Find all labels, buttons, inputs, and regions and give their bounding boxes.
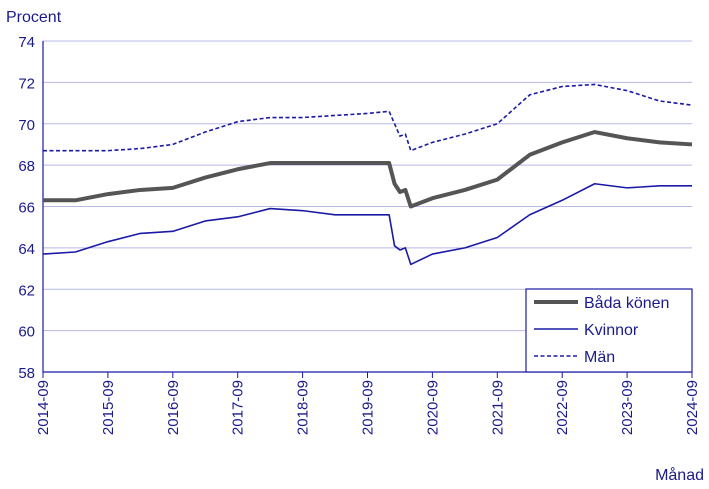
x-tick-label: 2015-09: [100, 380, 117, 435]
series-line-1: [42, 182, 692, 266]
x-tick-label: 2023-09: [619, 380, 636, 435]
legend-label: Båda könen: [584, 294, 669, 312]
x-axis-ticks: 2014-09 2015-09 2016-09 2017-09 2018-09 2019-…: [35, 41, 701, 435]
x-tick-label: 2018-09: [295, 380, 312, 435]
y-tick-label: 66: [18, 200, 35, 217]
y-tick-label: 68: [18, 158, 35, 175]
grid-lines: [43, 40, 692, 373]
y-axis-ticks: 58 60 62 64 66 68 70 72 74: [18, 34, 35, 382]
legend: Båda könen Kvinnor Män: [525, 288, 693, 373]
y-tick-label: 72: [18, 75, 35, 92]
y-tick-label: 58: [18, 365, 35, 382]
y-tick-label: 74: [18, 34, 35, 51]
x-tick-label: 2020-09: [424, 380, 441, 435]
legend-label: Män: [584, 349, 615, 366]
x-tick-label: 2014-09: [35, 380, 52, 435]
y-tick-label: 70: [18, 117, 35, 134]
x-tick-label: 2022-09: [554, 380, 571, 435]
series-line-0: [43, 130, 693, 209]
x-tick-label: 2024-09: [684, 380, 701, 435]
x-tick-label: 2021-09: [489, 380, 506, 435]
y-tick-label: 64: [18, 241, 35, 258]
x-tick-label: 2019-09: [360, 380, 377, 435]
y-axis-label: Procent: [6, 9, 62, 26]
legend-label: Kvinnor: [584, 322, 639, 339]
legend-box: [525, 288, 693, 373]
series-lines: [42, 83, 693, 266]
y-tick-label: 60: [18, 324, 35, 341]
x-axis-label: Månad: [655, 466, 704, 484]
x-tick-label: 2017-09: [230, 380, 247, 435]
y-tick-label: 62: [18, 282, 35, 299]
series-line-2: [43, 83, 693, 152]
x-tick-label: 2016-09: [165, 380, 182, 435]
